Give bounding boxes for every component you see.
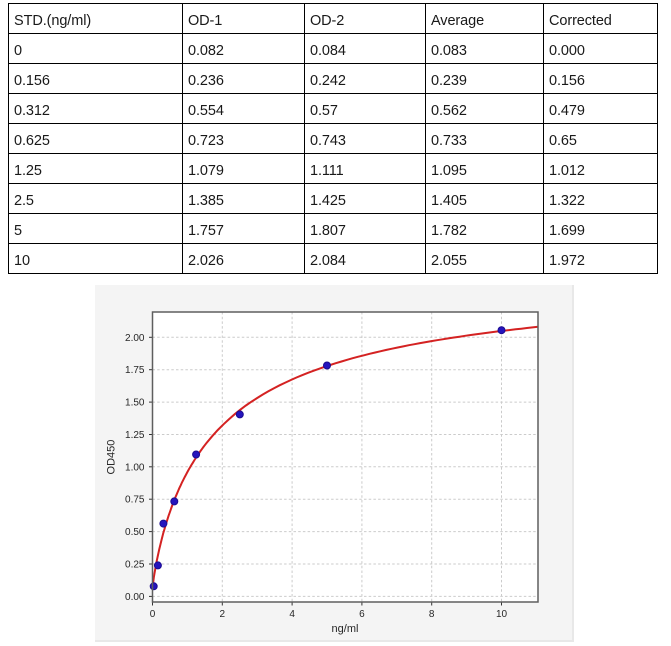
svg-text:2: 2 bbox=[220, 609, 226, 620]
svg-text:OD450: OD450 bbox=[106, 440, 118, 475]
svg-text:1.75: 1.75 bbox=[125, 365, 145, 376]
svg-text:1.00: 1.00 bbox=[125, 462, 145, 473]
svg-text:10: 10 bbox=[496, 609, 508, 620]
svg-text:1.25: 1.25 bbox=[125, 430, 145, 441]
svg-text:0.00: 0.00 bbox=[125, 592, 145, 603]
svg-text:1.50: 1.50 bbox=[125, 398, 145, 409]
svg-text:0: 0 bbox=[150, 609, 156, 620]
svg-text:6: 6 bbox=[359, 609, 365, 620]
svg-text:2.00: 2.00 bbox=[125, 333, 145, 344]
svg-text:0.50: 0.50 bbox=[125, 527, 145, 538]
svg-text:4: 4 bbox=[289, 609, 295, 620]
svg-text:0.25: 0.25 bbox=[125, 560, 145, 571]
svg-text:ng/ml: ng/ml bbox=[332, 623, 359, 635]
svg-text:0.75: 0.75 bbox=[125, 495, 145, 506]
svg-text:8: 8 bbox=[429, 609, 435, 620]
